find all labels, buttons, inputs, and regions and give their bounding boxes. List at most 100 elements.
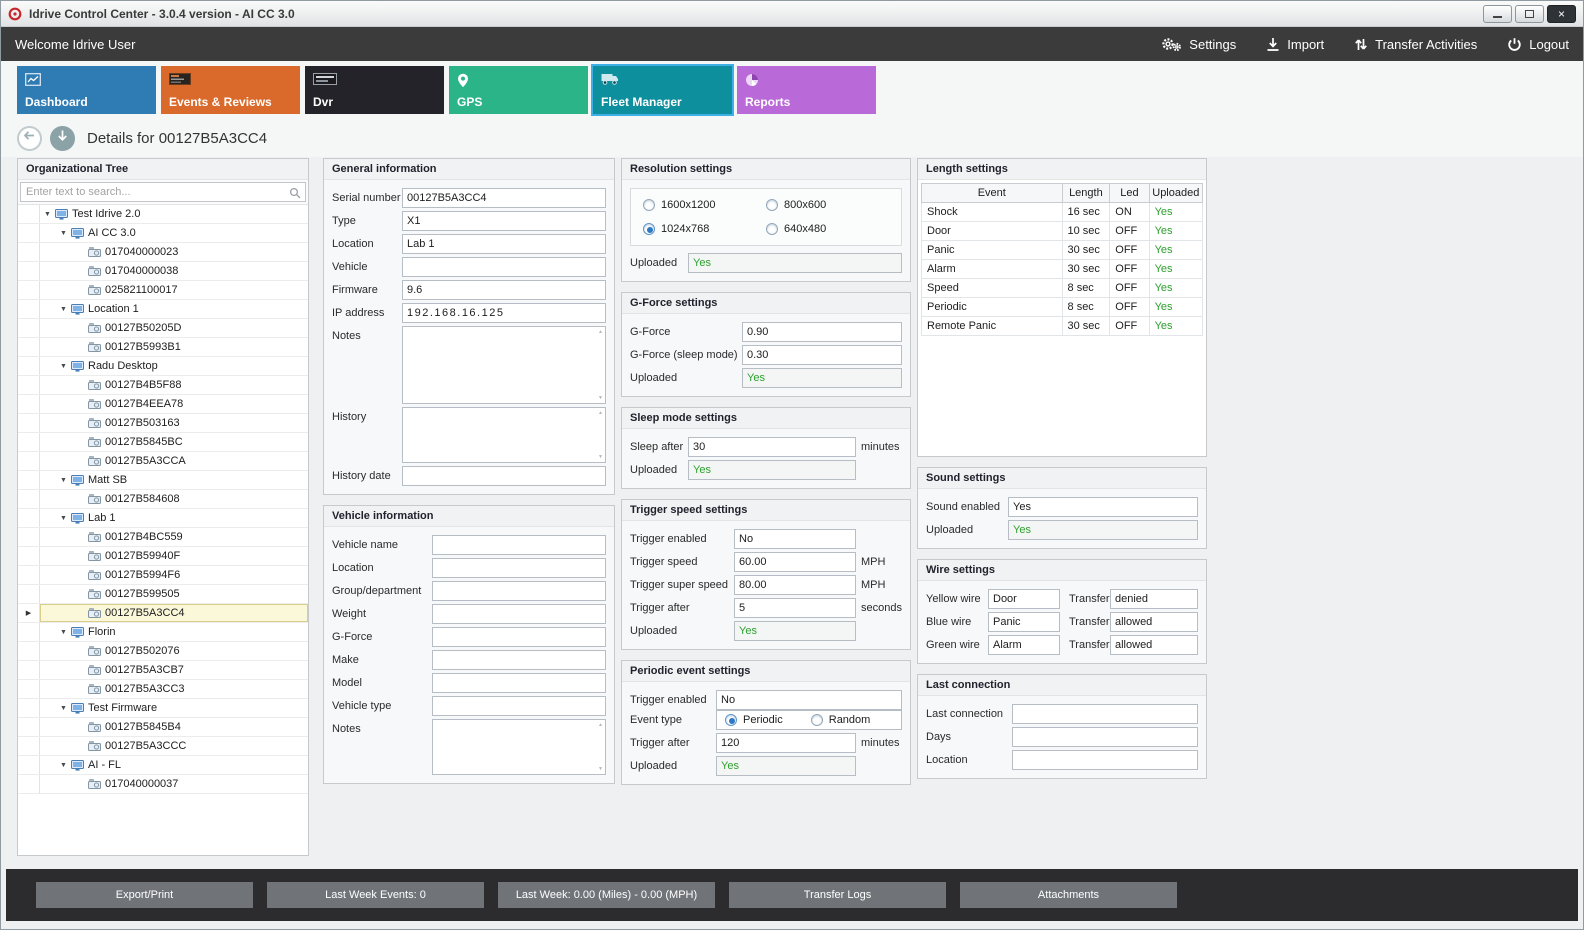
sleep-sleep-after-field[interactable]: 30	[688, 437, 856, 457]
vehicle-info-g-force-field[interactable]	[432, 627, 606, 647]
periodic-uploaded-field[interactable]: Yes	[716, 756, 856, 776]
expand-arrow-icon[interactable]: ▼	[60, 704, 67, 712]
gforce-uploaded-field[interactable]: Yes	[742, 368, 902, 388]
gforce-g-force-field[interactable]: 0.90	[742, 322, 902, 342]
transfer-activities-button[interactable]: Transfer Activities	[1354, 37, 1477, 52]
tree-node-00127b4eea78[interactable]: 00127B4EEA78	[18, 395, 308, 414]
logout-button[interactable]: Logout	[1507, 37, 1569, 52]
tree-node-00127b59940f[interactable]: 00127B59940F	[18, 547, 308, 566]
blue-wire-field[interactable]: Panic	[988, 612, 1060, 632]
radio-periodic[interactable]: Periodic	[725, 714, 783, 726]
radio-800x600[interactable]: 800x600	[766, 199, 889, 211]
general-info-serial-number-field[interactable]: 00127B5A3CC4	[402, 188, 606, 208]
tree-node-test-idrive-2-0[interactable]: ▼ Test Idrive 2.0	[18, 205, 308, 224]
blue-wire-transfer-field[interactable]: allowed	[1110, 612, 1198, 632]
periodic-trigger-enabled-field[interactable]: No	[716, 690, 902, 710]
vehicle-info-group-department-field[interactable]	[432, 581, 606, 601]
minimize-button[interactable]	[1483, 4, 1512, 23]
vehicle-info-weight-field[interactable]	[432, 604, 606, 624]
last-connection-last-connection-field[interactable]	[1012, 704, 1198, 724]
bottom-button-last-week[interactable]: Last Week: 0.00 (Miles) - 0.00 (MPH)	[498, 882, 715, 908]
search-input[interactable]	[20, 182, 306, 202]
yellow-wire-field[interactable]: Door	[988, 589, 1060, 609]
scroll-down-button[interactable]	[50, 125, 75, 151]
tree-node-00127b5a3cca[interactable]: 00127B5A3CCA	[18, 452, 308, 471]
tree-node-00127b4bc559[interactable]: 00127B4BC559	[18, 528, 308, 547]
length-row-periodic[interactable]: Periodic 8 sec OFF Yes	[921, 297, 1204, 317]
sound-uploaded-field[interactable]: Yes	[1008, 520, 1198, 540]
vehicle-info-notes-field[interactable]: ▲ ▼	[432, 719, 606, 775]
close-button[interactable]: ×	[1547, 4, 1576, 23]
vehicle-info-vehicle-name-field[interactable]	[432, 535, 606, 555]
tree-node-00127b5a3cc4[interactable]: ▶ 00127B5A3CC4	[18, 604, 308, 623]
vehicle-info-make-field[interactable]	[432, 650, 606, 670]
radio-1600x1200[interactable]: 1600x1200	[643, 199, 766, 211]
yellow-wire-transfer-field[interactable]: denied	[1110, 589, 1198, 609]
length-row-speed[interactable]: Speed 8 sec OFF Yes	[921, 278, 1204, 298]
nav-tab-reports[interactable]: Reports	[737, 66, 876, 114]
tree-node-matt-sb[interactable]: ▼ Matt SB	[18, 471, 308, 490]
general-info-firmware-field[interactable]: 9.6	[402, 280, 606, 300]
tree-node-test-firmware[interactable]: ▼ Test Firmware	[18, 699, 308, 718]
sleep-uploaded-field[interactable]: Yes	[688, 460, 856, 480]
trigger-speed-trigger-super-speed-field[interactable]: 80.00	[734, 575, 856, 595]
vehicle-info-model-field[interactable]	[432, 673, 606, 693]
length-row-shock[interactable]: Shock 16 sec ON Yes	[921, 202, 1204, 222]
expand-arrow-icon[interactable]: ▼	[44, 210, 51, 218]
tree-node-00127b584608[interactable]: 00127B584608	[18, 490, 308, 509]
tree-node-017040000037[interactable]: 017040000037	[18, 775, 308, 794]
expand-arrow-icon[interactable]: ▼	[60, 229, 67, 237]
tree-node-00127b599505[interactable]: 00127B599505	[18, 585, 308, 604]
expand-arrow-icon[interactable]: ▼	[60, 362, 67, 370]
tree-node-017040000023[interactable]: 017040000023	[18, 243, 308, 262]
vehicle-info-vehicle-type-field[interactable]	[432, 696, 606, 716]
tree-node-00127b5845b4[interactable]: 00127B5845B4	[18, 718, 308, 737]
tree-node-00127b5a3ccc[interactable]: 00127B5A3CCC	[18, 737, 308, 756]
trigger-speed-trigger-enabled-field[interactable]: No	[734, 529, 856, 549]
tree-node-lab-1[interactable]: ▼ Lab 1	[18, 509, 308, 528]
nav-tab-dvr[interactable]: Dvr	[305, 66, 444, 114]
nav-tab-dashboard[interactable]: Dashboard	[17, 66, 156, 114]
radio-random[interactable]: Random	[810, 714, 870, 726]
expand-arrow-icon[interactable]: ▼	[60, 476, 67, 484]
last-connection-location-field[interactable]	[1012, 750, 1198, 770]
tree-node-00127b5a3cb7[interactable]: 00127B5A3CB7	[18, 661, 308, 680]
bottom-button-last-week-events[interactable]: Last Week Events: 0	[267, 882, 484, 908]
trigger-speed-trigger-speed-field[interactable]: 60.00	[734, 552, 856, 572]
tree-node-025821100017[interactable]: 025821100017	[18, 281, 308, 300]
nav-tab-fleet-manager[interactable]: Fleet Manager	[591, 64, 734, 116]
tree-node-florin[interactable]: ▼ Florin	[18, 623, 308, 642]
expand-arrow-icon[interactable]: ▼	[60, 514, 67, 522]
tree-node-00127b4b5f88[interactable]: 00127B4B5F88	[18, 376, 308, 395]
tree-node-00127b5994f6[interactable]: 00127B5994F6	[18, 566, 308, 585]
general-info-location-field[interactable]: Lab 1	[402, 234, 606, 254]
back-button[interactable]	[17, 125, 42, 151]
general-info-ip-address-field[interactable]: 192.168.16.125	[402, 303, 606, 323]
tree-node-00127b5993b1[interactable]: 00127B5993B1	[18, 338, 308, 357]
resolution-uploaded-field[interactable]: Yes	[688, 253, 902, 273]
tree-node-00127b502076[interactable]: 00127B502076	[18, 642, 308, 661]
general-info-vehicle-field[interactable]	[402, 257, 606, 277]
nav-tab-events-reviews[interactable]: Events & Reviews	[161, 66, 300, 114]
tree-node-ai-fl[interactable]: ▼ AI - FL	[18, 756, 308, 775]
periodic-trigger-after-field[interactable]: 120	[716, 733, 856, 753]
trigger-speed-trigger-after-field[interactable]: 5	[734, 598, 856, 618]
tree-node-017040000038[interactable]: 017040000038	[18, 262, 308, 281]
tree-node-radu-desktop[interactable]: ▼ Radu Desktop	[18, 357, 308, 376]
expand-arrow-icon[interactable]: ▼	[60, 761, 67, 769]
length-row-alarm[interactable]: Alarm 30 sec OFF Yes	[921, 259, 1204, 279]
import-button[interactable]: Import	[1266, 37, 1324, 52]
nav-tab-gps[interactable]: GPS	[449, 66, 588, 114]
vehicle-info-location-field[interactable]	[432, 558, 606, 578]
tree-node-00127b50205d[interactable]: 00127B50205D	[18, 319, 308, 338]
green-wire-field[interactable]: Alarm	[988, 635, 1060, 655]
length-row-remote-panic[interactable]: Remote Panic 30 sec OFF Yes	[921, 316, 1204, 336]
bottom-button-export-print[interactable]: Export/Print	[36, 882, 253, 908]
radio-1024x768[interactable]: 1024x768	[643, 223, 766, 235]
trigger-speed-uploaded-field[interactable]: Yes	[734, 621, 856, 641]
expand-arrow-icon[interactable]: ▼	[60, 305, 67, 313]
bottom-button-transfer-logs[interactable]: Transfer Logs	[729, 882, 946, 908]
tree-node-00127b503163[interactable]: 00127B503163	[18, 414, 308, 433]
tree-node-location-1[interactable]: ▼ Location 1	[18, 300, 308, 319]
tree-node-ai-cc-3-0[interactable]: ▼ AI CC 3.0	[18, 224, 308, 243]
